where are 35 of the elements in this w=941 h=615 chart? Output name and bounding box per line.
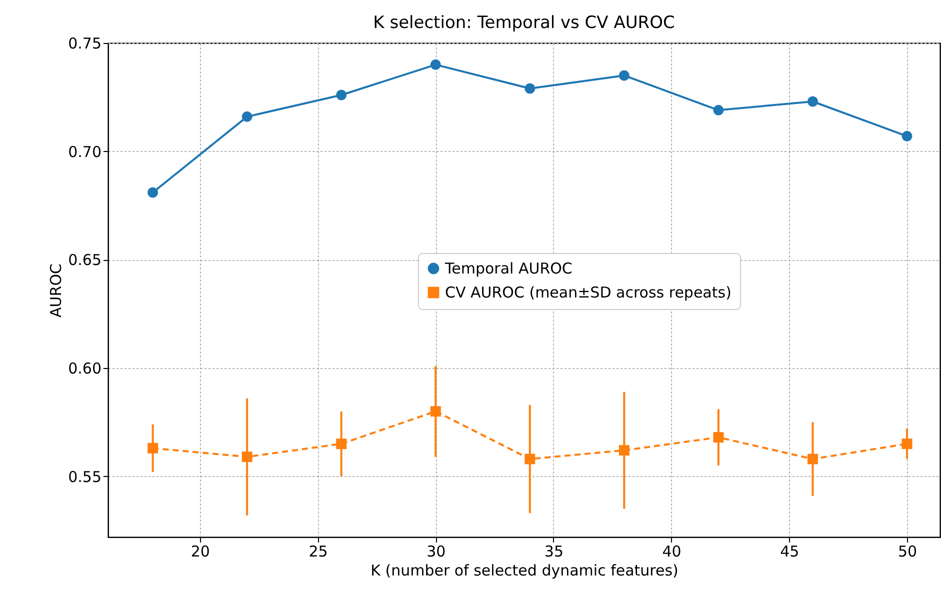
y-tick-label: 0.65	[68, 251, 102, 270]
chart-title: K selection: Temporal vs CV AUROC	[373, 13, 675, 33]
point	[902, 130, 912, 142]
point	[902, 438, 912, 450]
point	[336, 438, 347, 450]
point	[430, 406, 441, 417]
x-tick-label: 30	[426, 542, 446, 560]
x-tick-label: 50	[898, 542, 918, 560]
x-tick-label: 20	[190, 542, 210, 560]
point	[713, 432, 724, 443]
x-tick-label: 45	[780, 542, 800, 560]
point	[148, 442, 158, 454]
point	[336, 90, 347, 100]
point	[618, 70, 630, 81]
point	[807, 96, 818, 107]
y-tick-label: 0.75	[68, 34, 102, 52]
point	[148, 187, 158, 198]
x-tick-label: 35	[544, 542, 564, 560]
legend-label: CV AUROC (mean±SD across repeats)	[445, 284, 732, 302]
x-tick-label: 25	[308, 542, 328, 560]
point	[242, 111, 252, 122]
y-tick-label: 0.60	[68, 360, 102, 378]
y-tick-label: 0.70	[68, 142, 102, 161]
point	[618, 445, 630, 456]
point	[524, 83, 536, 94]
y-tick-label: 0.55	[68, 468, 102, 486]
point	[713, 104, 724, 116]
point	[807, 454, 818, 464]
legend-label: Temporal AUROC	[444, 260, 572, 278]
y-axis-title: AUROC	[47, 264, 66, 318]
point	[524, 454, 536, 464]
point	[430, 59, 441, 70]
point	[242, 452, 252, 462]
x-tick-label: 40	[662, 542, 682, 560]
x-axis-title: K (number of selected dynamic features)	[370, 562, 678, 580]
